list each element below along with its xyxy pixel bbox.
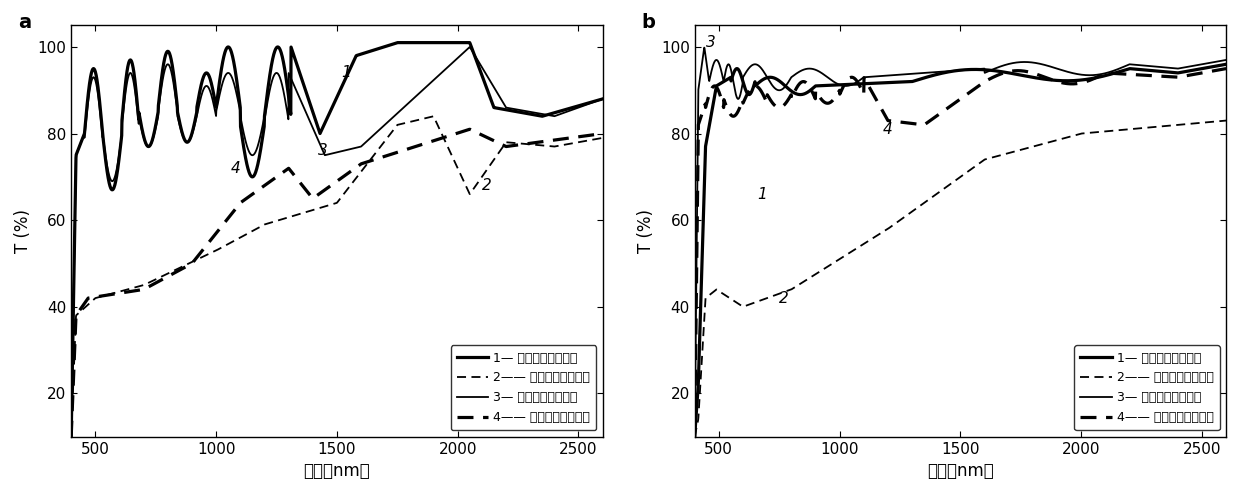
Text: 2: 2 — [779, 290, 789, 306]
Text: b: b — [641, 13, 656, 32]
Text: 3: 3 — [707, 35, 715, 50]
Text: 4: 4 — [883, 122, 893, 137]
Text: 3: 3 — [317, 143, 327, 159]
X-axis label: 波长（nm）: 波长（nm） — [928, 462, 993, 480]
Y-axis label: T (%): T (%) — [14, 209, 32, 253]
Text: 4: 4 — [231, 161, 241, 176]
Text: 2: 2 — [482, 178, 491, 193]
Text: 1: 1 — [342, 65, 351, 81]
X-axis label: 波长（nm）: 波长（nm） — [304, 462, 371, 480]
Legend: 1— 有保护层，光照前, 2—— 有保护层，光照后, 3— 无保护层，光照前, 4—— 无保护层，光照后: 1— 有保护层，光照前, 2—— 有保护层，光照后, 3— 无保护层，光照前, … — [1074, 345, 1220, 430]
Legend: 1— 有保护层，光照前, 2—— 有保护层，光照后, 3— 无保护层，光照前, 4—— 无保护层，光照后: 1— 有保护层，光照前, 2—— 有保护层，光照后, 3— 无保护层，光照前, … — [451, 345, 596, 430]
Y-axis label: T (%): T (%) — [637, 209, 656, 253]
Text: 1: 1 — [758, 187, 768, 202]
Text: a: a — [19, 13, 31, 32]
